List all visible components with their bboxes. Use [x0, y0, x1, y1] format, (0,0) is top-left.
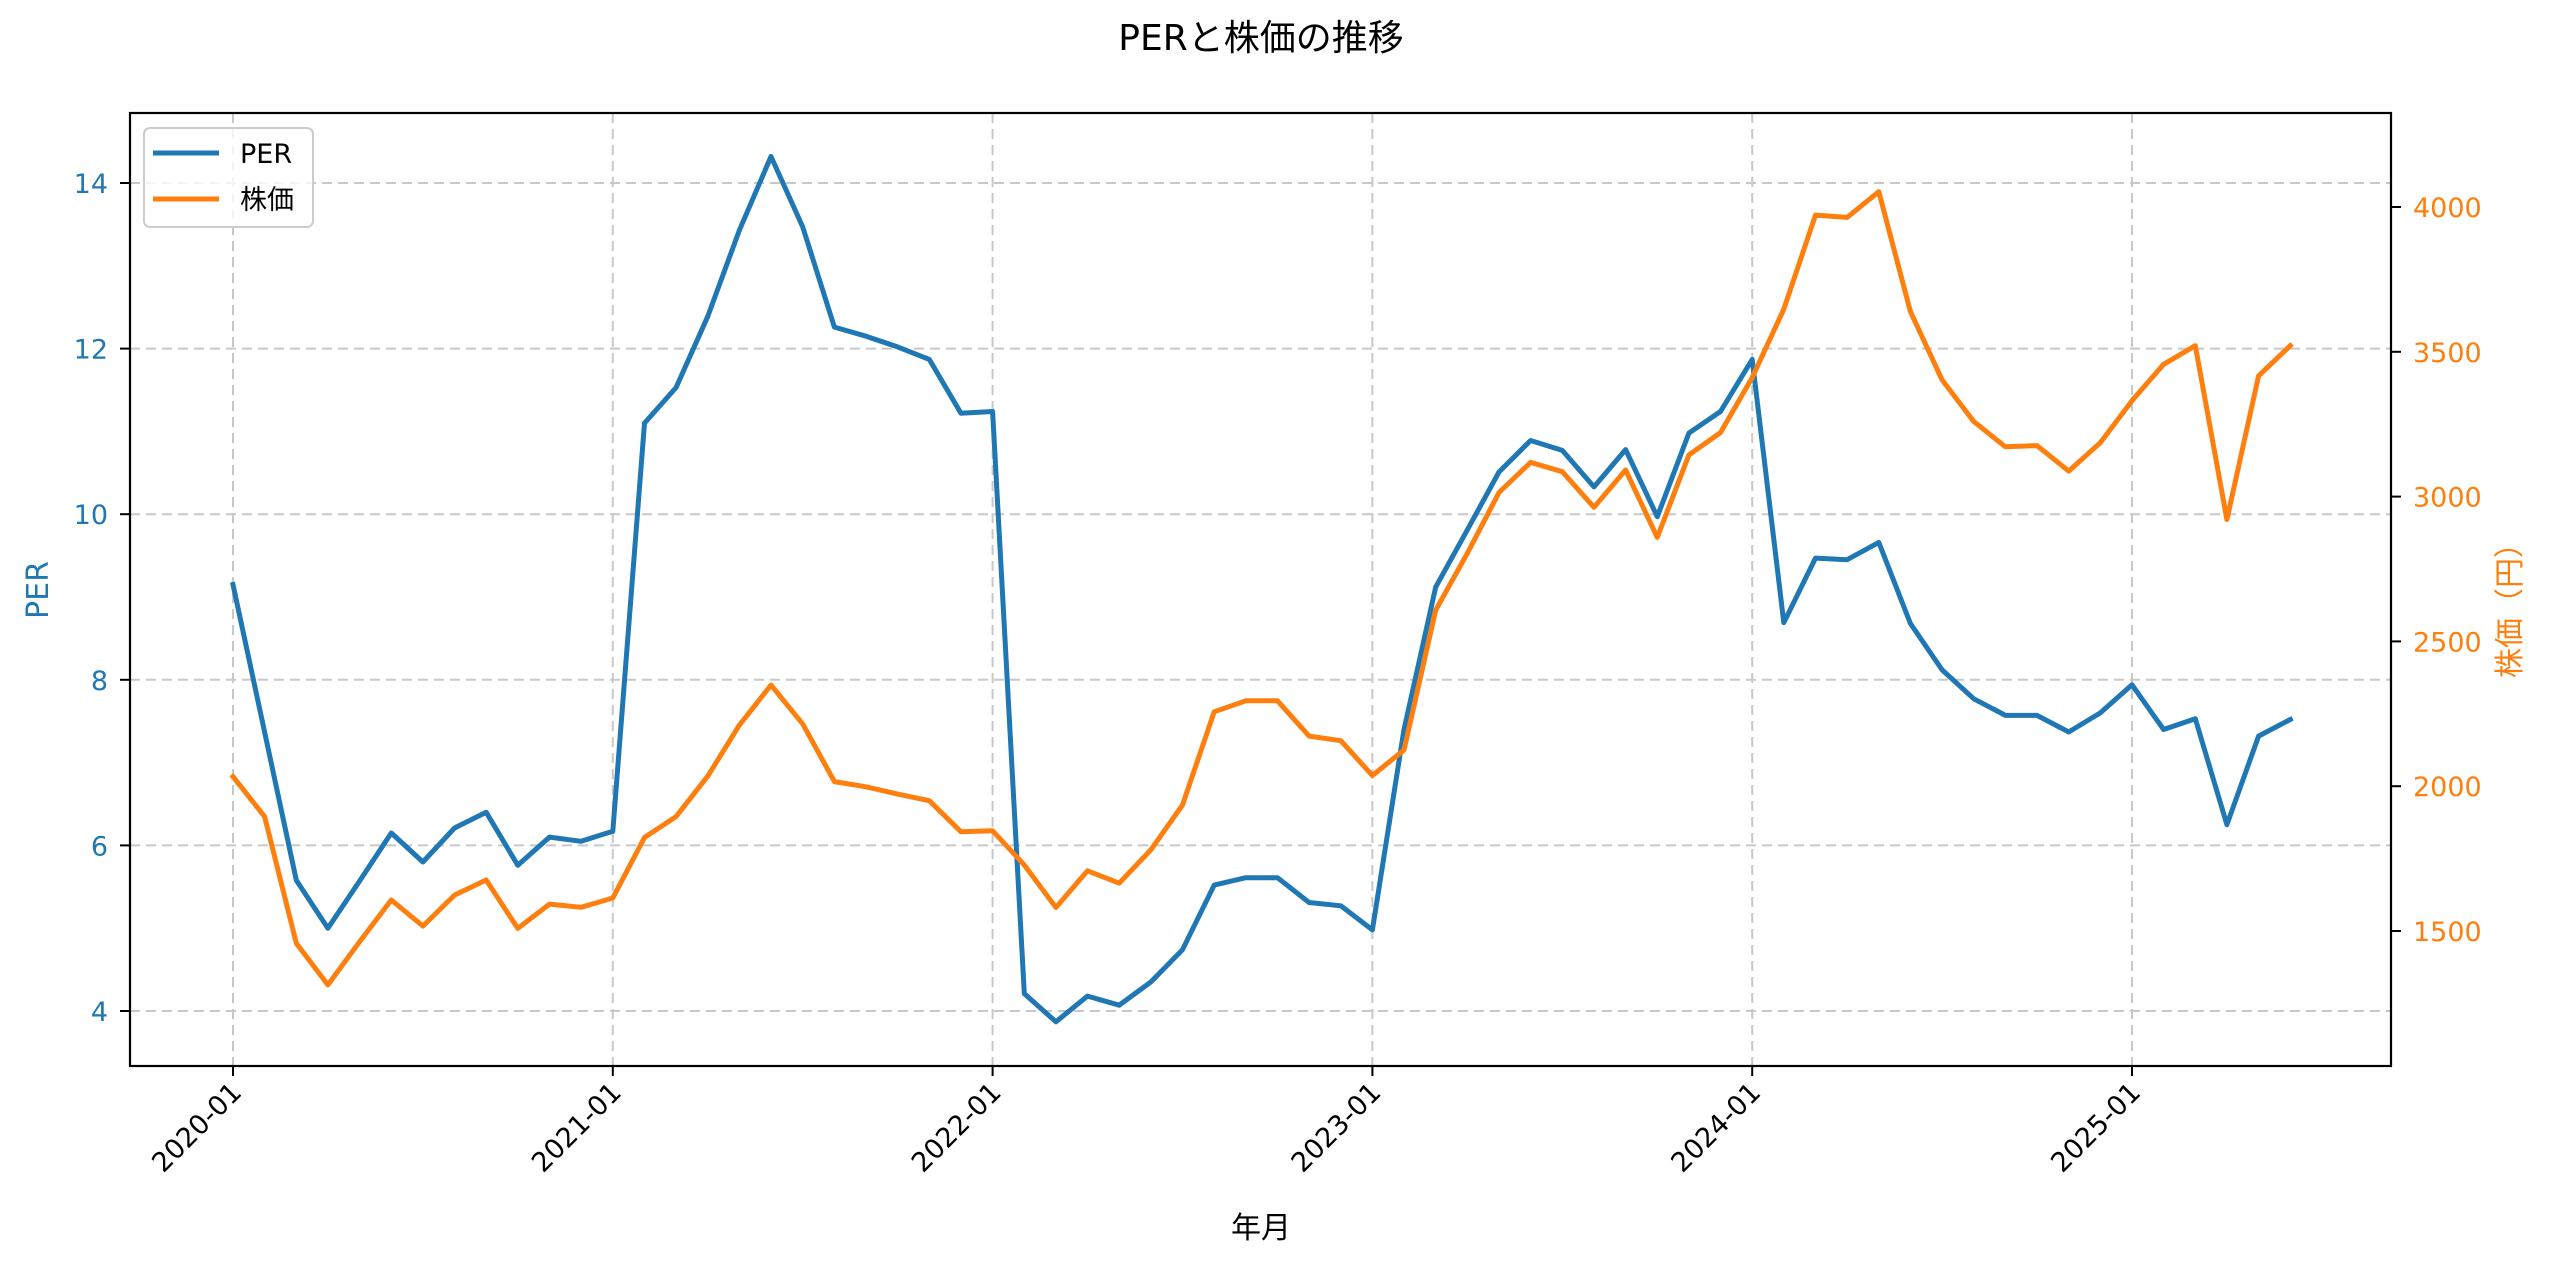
y-axis-right-label: 株価（円）	[2493, 528, 2528, 678]
y-right-tick-label: 2500	[2413, 627, 2482, 658]
y-left-tick-label: 14	[74, 169, 108, 200]
axes-frame	[128, 111, 2393, 1068]
y-left-tick-label: 4	[91, 997, 108, 1028]
grid-lines	[130, 113, 2391, 1066]
y-right-tick-label: 3000	[2413, 483, 2482, 514]
y-right-tick-label: 4000	[2413, 193, 2482, 224]
x-axis: 2020-01 2021-01 2022-01 2023-01 2024-01 2025-…	[146, 1066, 2147, 1179]
x-tick-label: 2020-01	[146, 1077, 248, 1179]
y-left-tick-label: 8	[91, 666, 108, 697]
x-tick-label: 2024-01	[1665, 1077, 1767, 1179]
x-tick-label: 2025-01	[2045, 1077, 2147, 1179]
y-left-tick-label: 10	[74, 500, 108, 531]
y-axis-left-label: PER	[21, 561, 56, 619]
legend: PER 株価	[143, 127, 314, 228]
y-left-tick-label: 6	[91, 831, 108, 862]
x-tick-label: 2022-01	[906, 1077, 1008, 1179]
plot-area	[229, 154, 2294, 1025]
legend-label-price: 株価	[240, 185, 294, 216]
price-line	[229, 189, 2294, 988]
y-right-tick-label: 1500	[2413, 917, 2482, 948]
legend-label-per: PER	[240, 139, 292, 170]
x-tick-label: 2021-01	[526, 1077, 628, 1179]
y-axis-right: 1500 2000 2500 3000 3500 4000	[2391, 193, 2482, 948]
y-axis-left: 4 6 8 10 12 14	[74, 169, 130, 1028]
x-axis-label: 年月	[1231, 1211, 1291, 1246]
per-line	[230, 154, 2294, 1025]
y-left-tick-label: 12	[74, 335, 108, 366]
x-tick-label: 2023-01	[1286, 1077, 1388, 1179]
chart-title: PERと株価の推移	[1118, 18, 1403, 59]
y-right-tick-label: 3500	[2413, 338, 2482, 369]
y-right-tick-label: 2000	[2413, 772, 2482, 803]
